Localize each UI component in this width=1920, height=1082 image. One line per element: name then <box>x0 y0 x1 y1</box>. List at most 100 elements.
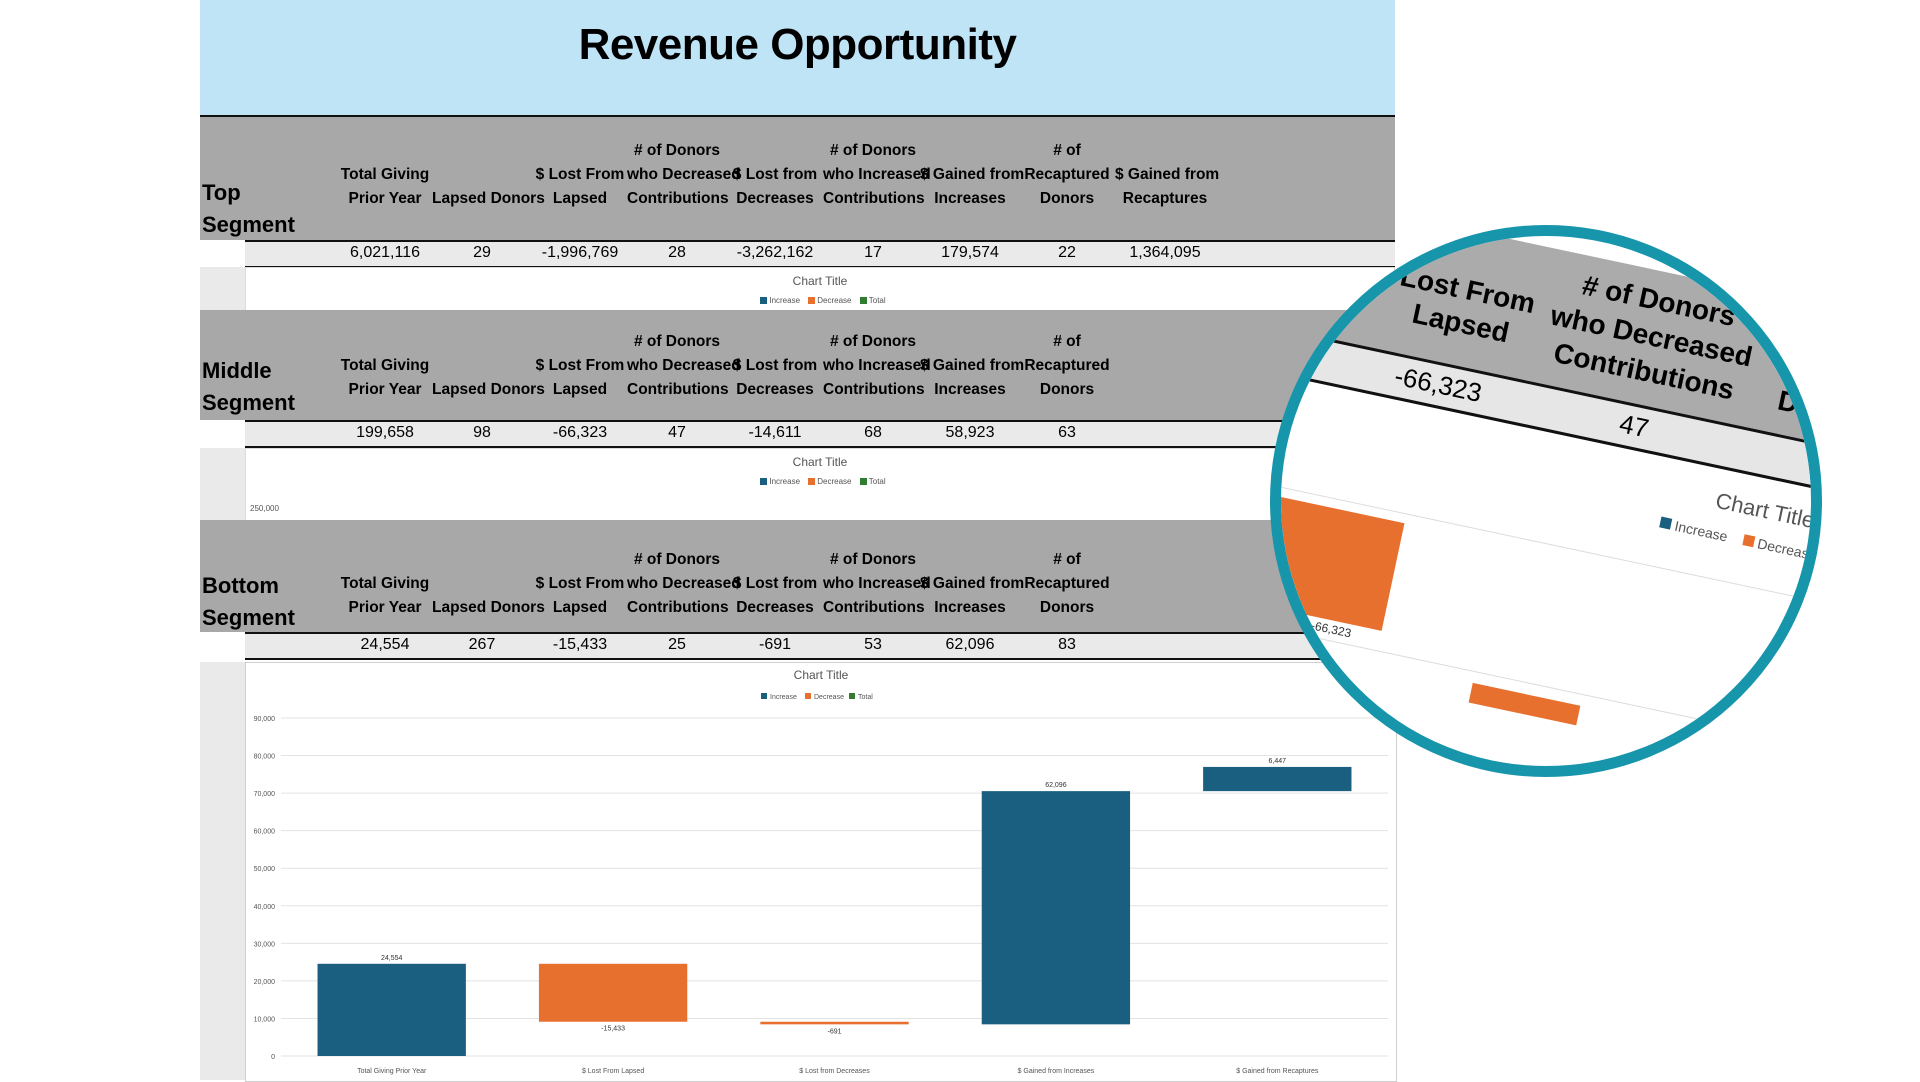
middle-segment: Middle Segment Total Giving Prior Year La… <box>200 310 1395 522</box>
y-tick-label: 30,000 <box>254 941 276 948</box>
column-header-line: # of Donors <box>633 333 721 350</box>
bottom-segment-waterfall-chart[interactable]: Chart Title Increase Decrease Total 0 10,000 2… <box>245 662 1397 1082</box>
column-header-line: $ Lost From <box>535 575 625 592</box>
waterfall-bar-4 <box>981 791 1131 1025</box>
value-cell[interactable]: 6,021,116 <box>350 244 420 261</box>
y-tick-label: 60,000 <box>254 829 276 836</box>
column-header: # of Donors who Decreased Contributions <box>627 139 741 211</box>
data-label: 24,554 <box>381 955 403 962</box>
value-cell[interactable]: 267 <box>468 636 496 653</box>
chart-legend: Increase Decrease Total <box>246 296 1394 305</box>
legend-swatch-decrease <box>1741 534 1755 548</box>
column-header-line: $ Lost From <box>535 166 625 183</box>
value-cell[interactable]: 98 <box>473 424 491 441</box>
column-header: Lapsed Donors <box>432 330 545 402</box>
column-header-line: Prior Year <box>348 599 422 616</box>
value-cell[interactable]: 63 <box>1058 424 1076 441</box>
values-row: 199,658 98 -66,323 47 -14,611 68 58,923 63 <box>245 420 1395 448</box>
value-cell[interactable]: 28 <box>668 244 686 261</box>
column-header-line: # of <box>1053 333 1081 350</box>
data-label: 62,096 <box>1045 782 1067 789</box>
value-cell[interactable]: 62,096 <box>945 636 995 653</box>
column-header-line: Recaptures <box>1122 190 1208 207</box>
column-header: # of Donors who Increased Contributions <box>823 139 931 211</box>
y-axis-tick-label: 250,000 <box>250 504 279 513</box>
row-gutter <box>200 448 245 520</box>
y-tick-label: 40,000 <box>254 904 276 911</box>
column-header: # of Donors who Increased Contributions <box>823 548 931 620</box>
column-header-line <box>920 548 1020 572</box>
column-header-line <box>725 548 825 572</box>
value-cell[interactable] <box>1115 636 1215 654</box>
value-cell[interactable]: 24,554 <box>360 636 410 653</box>
column-header-line: Total Giving <box>340 575 430 592</box>
data-label: -15,433 <box>601 1026 625 1033</box>
column-header: Lapsed Donors <box>432 548 545 620</box>
legend-label: Total <box>868 477 886 486</box>
column-header: # of Recaptured Donors <box>1017 548 1117 620</box>
x-tick-label: Total Giving Prior Year <box>357 1068 427 1075</box>
column-header-line <box>725 139 825 163</box>
middle-segment-chart[interactable]: Chart Title Increase Decrease Total 250,… <box>245 448 1395 522</box>
column-header: $ Gained from Increases <box>920 330 1025 402</box>
column-header: $ Lost From Lapsed <box>530 139 630 211</box>
legend-label: Decrease <box>817 296 852 305</box>
value-cell[interactable]: 68 <box>864 424 882 441</box>
value-cell[interactable]: -1,996,769 <box>541 244 619 261</box>
waterfall-bar-2 <box>538 963 688 1022</box>
data-label: 6,447 <box>1269 758 1287 765</box>
top-segment-chart[interactable]: Chart Title Increase Decrease Total <box>245 267 1395 312</box>
value-cell[interactable]: 199,658 <box>356 424 414 441</box>
column-header-line: $ Gained from <box>920 357 1025 374</box>
value-cell[interactable] <box>1115 424 1215 442</box>
value-cell[interactable]: 83 <box>1058 636 1076 653</box>
column-header-line: Total Giving <box>340 166 430 183</box>
column-header: # of Donors who Increased Contributions <box>823 330 931 402</box>
data-label: -691 <box>827 1028 841 1035</box>
legend-swatch-total <box>859 478 867 486</box>
value-cell[interactable]: 22 <box>1058 244 1076 261</box>
column-header-line: # of Donors <box>829 142 917 159</box>
value-cell[interactable]: 25 <box>668 636 686 653</box>
bottom-segment: Bottom Segment Total Giving Prior Year La… <box>200 520 1395 662</box>
column-header-line <box>530 139 630 163</box>
column-header: $ Lost from Decreases <box>725 330 825 402</box>
value-cell[interactable]: 58,923 <box>945 424 995 441</box>
column-header-line <box>432 354 532 378</box>
page-title: Revenue Opportunity <box>578 20 1017 69</box>
y-tick-label: 0 <box>271 1054 275 1061</box>
value-cell[interactable]: -15,433 <box>552 636 608 653</box>
column-header-line: Increases <box>934 599 1006 616</box>
value-cell[interactable]: 179,574 <box>941 244 999 261</box>
value-cell[interactable]: -66,323 <box>552 424 608 441</box>
x-tick-label: $ Gained from Recaptures <box>1236 1068 1319 1075</box>
legend-label: Increase <box>769 477 801 486</box>
column-header-line: Donors <box>1039 599 1095 616</box>
column-header-line: Prior Year <box>348 381 422 398</box>
segment-label-line2: Segment <box>202 605 295 630</box>
value-cell[interactable]: 1,364,095 <box>1129 244 1201 261</box>
chart-title: Chart Title <box>794 668 849 682</box>
segment-label-line2: Segment <box>202 390 295 415</box>
legend-swatch-increase <box>760 297 768 305</box>
title-band: Revenue Opportunity <box>200 0 1395 117</box>
value-cell[interactable]: 47 <box>668 424 686 441</box>
value-cell[interactable]: 17 <box>864 244 882 261</box>
y-tick-label: 70,000 <box>254 791 276 798</box>
segment-label-line1: Top <box>202 180 241 205</box>
value-cell[interactable]: -691 <box>758 636 792 653</box>
value-cell[interactable]: -3,262,162 <box>736 244 814 261</box>
value-cell[interactable]: 53 <box>864 636 882 653</box>
column-header-line <box>432 548 532 572</box>
row-gutter <box>200 267 245 310</box>
zoom-value: -14,611 <box>1812 449 1822 498</box>
value-cell[interactable]: 29 <box>473 244 491 261</box>
chart-title: Chart Title <box>792 274 848 288</box>
spreadsheet-stage: Revenue Opportunity Top Segment Total Gi… <box>200 0 1400 1082</box>
legend-label: Decrease <box>817 477 852 486</box>
segment-header-band <box>200 117 1395 240</box>
top-segment: Top Segment Total Giving Prior Year Lapse… <box>200 117 1395 312</box>
column-header: Total Giving Prior Year <box>335 139 435 211</box>
value-cell[interactable]: -14,611 <box>748 424 802 441</box>
column-header-line: # of Donors <box>829 551 917 568</box>
